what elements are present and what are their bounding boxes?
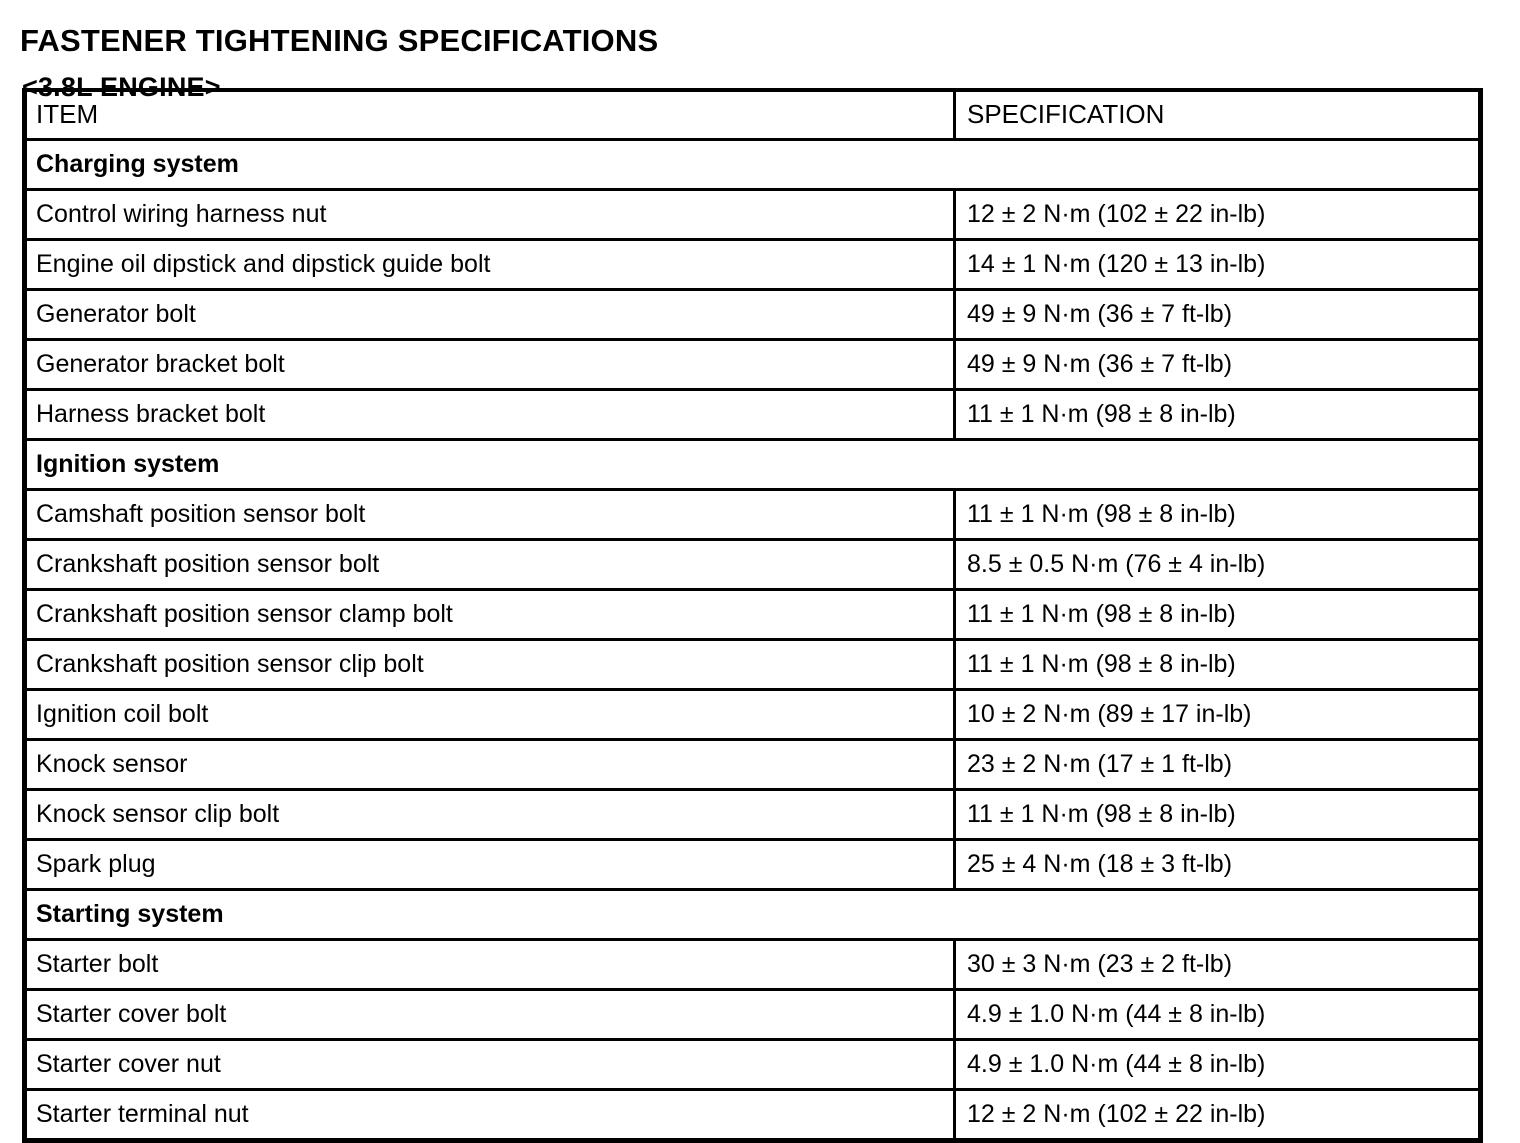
item-label: Spark plug <box>24 838 956 890</box>
section-label: Starting system <box>24 888 955 940</box>
specification-value: 25 ± 4 N·m (18 ± 3 ft-lb) <box>954 838 1481 890</box>
item-label: Knock sensor clip bolt <box>24 788 956 840</box>
table-row: Harness bracket bolt 11 ± 1 N·m (98 ± 8 i… <box>24 388 1481 440</box>
specification-value: 14 ± 1 N·m (120 ± 13 in-lb) <box>954 238 1481 290</box>
column-header-item: ITEM <box>24 90 956 140</box>
item-label: Ignition coil bolt <box>24 688 956 740</box>
specification-value: 4.9 ± 1.0 N·m (44 ± 8 in-lb) <box>954 988 1481 1040</box>
specification-page: FASTENER TIGHTENING SPECIFICATIONS <3.8L… <box>20 22 1483 1143</box>
section-label: Charging system <box>24 138 1481 190</box>
fastener-specification-table: ITEM SPECIFICATION Charging system Control … <box>22 88 1483 1143</box>
table-section-row: Charging system <box>24 138 1481 190</box>
item-label: Crankshaft position sensor bolt <box>24 538 956 590</box>
page-title: FASTENER TIGHTENING SPECIFICATIONS <box>20 22 659 58</box>
specification-value: 12 ± 2 N·m (102 ± 22 in-lb) <box>954 188 1481 240</box>
item-label: Starter terminal nut <box>24 1088 956 1141</box>
specification-value: 11 ± 1 N·m (98 ± 8 in-lb) <box>954 388 1481 440</box>
specification-value: 4.9 ± 1.0 N·m (44 ± 8 in-lb) <box>954 1038 1481 1090</box>
item-label: Generator bracket bolt <box>24 338 956 390</box>
column-header-specification: SPECIFICATION <box>967 99 1165 130</box>
item-label: Crankshaft position sensor clamp bolt <box>24 588 956 640</box>
specification-value: 49 ± 9 N·m (36 ± 7 ft-lb) <box>954 288 1481 340</box>
item-label: Generator bolt <box>24 288 956 340</box>
specification-value: 11 ± 1 N·m (98 ± 8 in-lb) <box>954 788 1481 840</box>
table-row: Engine oil dipstick and dipstick guide b… <box>24 238 1481 290</box>
table-header-row: ITEM SPECIFICATION <box>24 90 1481 140</box>
specification-value <box>954 888 1481 940</box>
table-row: Control wiring harness nut 12 ± 2 N·m (10… <box>24 188 1481 240</box>
item-label: Knock sensor <box>24 738 956 790</box>
item-label: Harness bracket bolt <box>24 388 956 440</box>
table-row: Knock sensor clip bolt 11 ± 1 N·m (98 ± 8… <box>24 788 1481 840</box>
specification-value: 49 ± 9 N·m (36 ± 7 ft-lb) <box>954 338 1481 390</box>
specification-value: 11 ± 1 N·m (98 ± 8 in-lb) <box>954 588 1481 640</box>
item-label: Starter cover nut <box>24 1038 956 1090</box>
section-label: Ignition system <box>24 438 1481 490</box>
table-row: Generator bolt 49 ± 9 N·m (36 ± 7 ft-lb) <box>24 288 1481 340</box>
item-label: Engine oil dipstick and dipstick guide b… <box>24 238 956 290</box>
table-row: Crankshaft position sensor clamp bolt 11 … <box>24 588 1481 640</box>
specification-value: 10 ± 2 N·m (89 ± 17 in-lb) <box>954 688 1481 740</box>
table-row: Starter terminal nut 12 ± 2 N·m (102 ± 22… <box>24 1088 1481 1141</box>
table-row: Starter bolt 30 ± 3 N·m (23 ± 2 ft-lb) <box>24 938 1481 990</box>
item-label: Starter cover bolt <box>24 988 956 1040</box>
table-body: ITEM SPECIFICATION Charging system Control … <box>24 90 1481 1141</box>
specification-value: 11 ± 1 N·m (98 ± 8 in-lb) <box>954 488 1481 540</box>
table-row: Camshaft position sensor bolt 11 ± 1 N·m … <box>24 488 1481 540</box>
table-section-row: Ignition system <box>24 438 1481 490</box>
table-row: Crankshaft position sensor clip bolt 11 ±… <box>24 638 1481 690</box>
table-row: Crankshaft position sensor bolt 8.5 ± 0.5… <box>24 538 1481 590</box>
table-row: Spark plug 25 ± 4 N·m (18 ± 3 ft-lb) <box>24 838 1481 890</box>
table-row: Generator bracket bolt 49 ± 9 N·m (36 ± 7… <box>24 338 1481 390</box>
specification-value: 30 ± 3 N·m (23 ± 2 ft-lb) <box>954 938 1481 990</box>
item-label: Starter bolt <box>24 938 956 990</box>
specification-value: 8.5 ± 0.5 N·m (76 ± 4 in-lb) <box>954 538 1481 590</box>
item-label: Crankshaft position sensor clip bolt <box>24 638 956 690</box>
specification-value: 12 ± 2 N·m (102 ± 22 in-lb) <box>954 1088 1481 1141</box>
table-row: Knock sensor 23 ± 2 N·m (17 ± 1 ft-lb) <box>24 738 1481 790</box>
table-row: Ignition coil bolt 10 ± 2 N·m (89 ± 17 in… <box>24 688 1481 740</box>
table-section-row: Starting system <box>24 888 1481 940</box>
table-row: Starter cover bolt 4.9 ± 1.0 N·m (44 ± 8 … <box>24 988 1481 1040</box>
item-label: Control wiring harness nut <box>24 188 956 240</box>
table-row: Starter cover nut 4.9 ± 1.0 N·m (44 ± 8 i… <box>24 1038 1481 1090</box>
specification-value: 23 ± 2 N·m (17 ± 1 ft-lb) <box>954 738 1481 790</box>
item-label: Camshaft position sensor bolt <box>24 488 956 540</box>
specification-value: 11 ± 1 N·m (98 ± 8 in-lb) <box>954 638 1481 690</box>
